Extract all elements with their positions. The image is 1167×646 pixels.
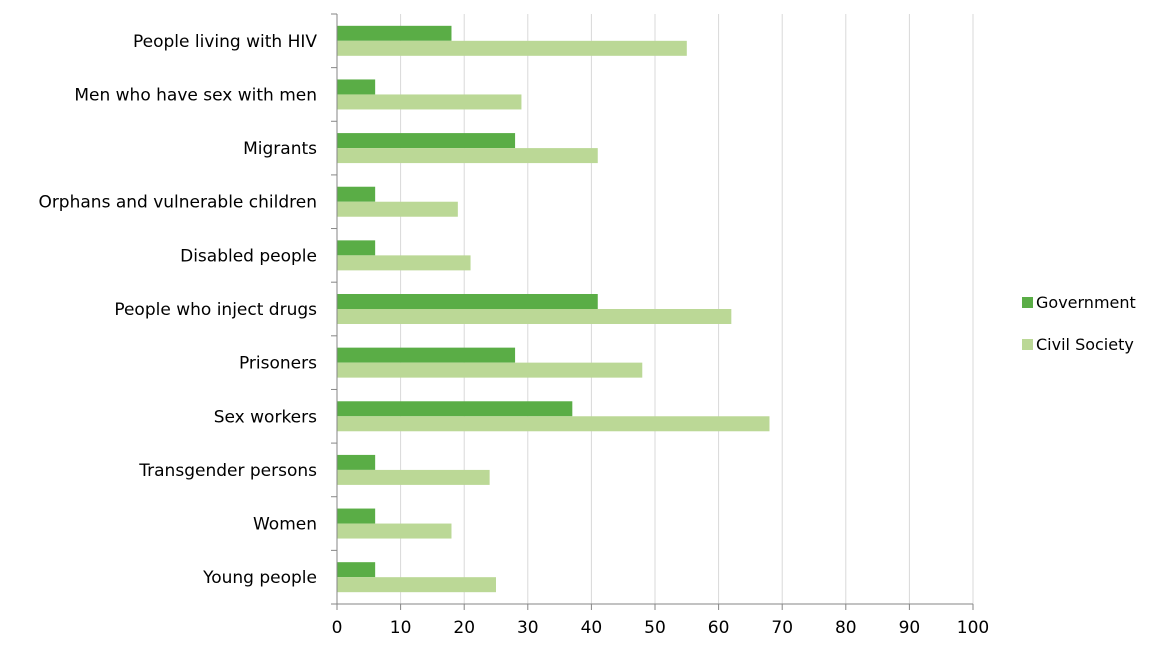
bar-civil-society: [337, 362, 643, 378]
category-label: People who inject drugs: [114, 300, 317, 320]
bar-civil-society: [337, 469, 490, 485]
x-tick-label: 20: [453, 618, 475, 638]
bar-government: [337, 79, 376, 95]
x-tick-label: 30: [517, 618, 539, 638]
bar-government: [337, 562, 376, 578]
bar-civil-society: [337, 416, 770, 432]
category-labels: People living with HIV Men who have sex w…: [38, 32, 317, 588]
bar-civil-society: [337, 309, 732, 324]
x-tick-labels: 0 10 20 30 40 50 60 70 80 90 100: [332, 618, 990, 638]
bar-government: [337, 25, 452, 41]
x-tick-label: 40: [581, 618, 603, 638]
x-tick-label: 50: [644, 618, 666, 638]
legend-label: Government: [1036, 293, 1136, 312]
x-tick-label: 0: [332, 618, 343, 638]
category-label: Men who have sex with men: [74, 85, 317, 105]
bar-government: [337, 508, 376, 524]
legend-swatch: [1022, 339, 1033, 350]
legend-swatch: [1022, 297, 1033, 308]
bar-government: [337, 186, 376, 202]
bar-government: [337, 454, 376, 470]
category-label: Sex workers: [214, 407, 317, 427]
category-label: Disabled people: [180, 246, 317, 266]
x-tick-label: 80: [835, 618, 857, 638]
bar-civil-society: [337, 40, 687, 56]
bar-government: [337, 347, 516, 363]
category-label: People living with HIV: [133, 32, 317, 52]
category-label: Prisoners: [239, 354, 317, 374]
category-label: Women: [253, 515, 317, 535]
bar-civil-society: [337, 94, 522, 110]
category-label: Orphans and vulnerable children: [38, 193, 317, 213]
category-label: Young people: [202, 568, 317, 588]
bar-government: [337, 133, 516, 149]
bars: [337, 25, 770, 593]
x-tick-label: 60: [708, 618, 730, 638]
x-tick-label: 10: [390, 618, 412, 638]
category-label: Transgender persons: [138, 461, 317, 481]
bar-civil-society: [337, 523, 452, 539]
bar-civil-society: [337, 148, 598, 164]
x-tick-label: 100: [957, 618, 989, 638]
x-tick-label: 90: [899, 618, 921, 638]
axes: [331, 13, 974, 610]
bar-government: [337, 294, 598, 309]
bar-civil-society: [337, 201, 458, 217]
bar-government: [337, 240, 376, 256]
bar-civil-society: [337, 577, 496, 593]
bar-government: [337, 401, 573, 417]
legend: Government Civil Society: [1022, 293, 1136, 354]
legend-label: Civil Society: [1036, 335, 1134, 354]
category-label: Migrants: [243, 139, 317, 159]
bar-civil-society: [337, 255, 471, 271]
x-tick-label: 70: [771, 618, 793, 638]
